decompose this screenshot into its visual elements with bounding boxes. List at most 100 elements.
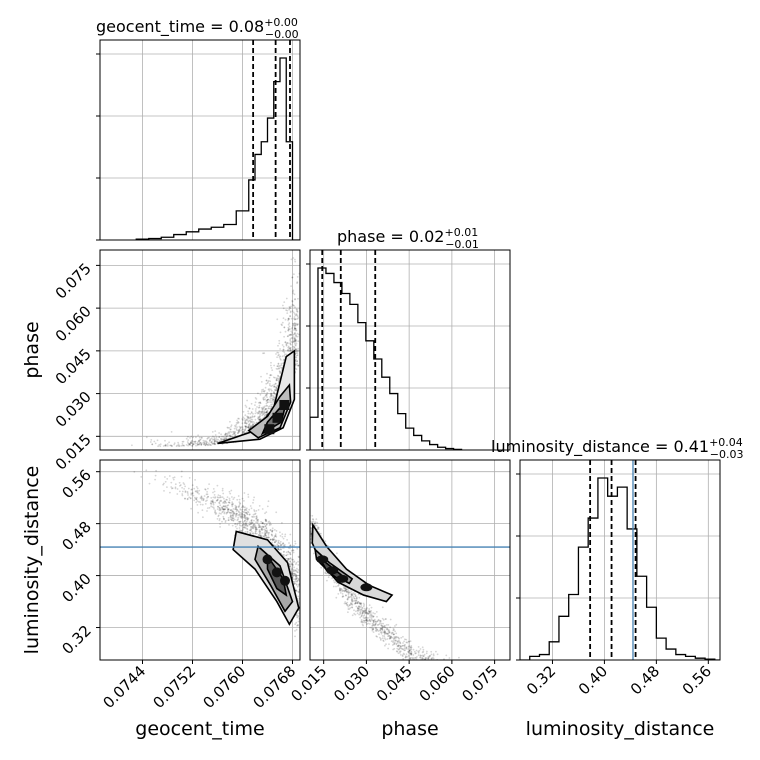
scatter-point — [238, 521, 241, 524]
scatter-point — [243, 500, 245, 502]
scatter-point — [191, 488, 193, 491]
scatter-point — [425, 652, 428, 655]
scatter-point — [391, 631, 394, 634]
scatter-point — [401, 644, 404, 647]
scatter-point — [365, 619, 367, 621]
scatter-point — [244, 404, 247, 407]
scatter-point — [285, 343, 288, 346]
scatter-point — [261, 410, 264, 413]
scatter-point — [166, 478, 169, 480]
scatter-point — [246, 513, 249, 516]
scatter-point — [290, 333, 292, 336]
scatter-point — [462, 674, 464, 676]
scatter-point — [402, 658, 405, 660]
scatter-point — [374, 620, 377, 623]
scatter-point — [460, 682, 462, 684]
histogram-geocent_time — [135, 40, 300, 240]
scatter-point — [243, 516, 246, 519]
scatter-point — [492, 692, 494, 694]
scatter-point — [210, 502, 213, 504]
scatter-point — [292, 561, 295, 563]
scatter-point — [209, 438, 212, 440]
scatter-point — [272, 394, 274, 397]
scatter-point — [432, 657, 435, 660]
scatter-point — [244, 425, 246, 428]
scatter-point — [366, 611, 368, 614]
scatter-point — [288, 308, 291, 311]
scatter-point — [435, 650, 437, 653]
scatter-point — [310, 522, 313, 525]
scatter-point — [227, 508, 230, 511]
scatter-point — [243, 431, 246, 433]
scatter-point — [291, 571, 294, 574]
scatter-point — [351, 603, 354, 606]
scatter-point — [187, 494, 189, 496]
scatter-point — [290, 572, 293, 574]
scatter-point — [392, 629, 395, 632]
scatter-point — [296, 315, 299, 318]
scatter-point — [400, 636, 403, 639]
scatter-point — [238, 514, 240, 516]
scatter-point — [407, 650, 410, 653]
scatter-point — [266, 505, 269, 508]
scatter-point — [272, 398, 275, 400]
scatter-point — [164, 439, 166, 442]
scatter-point — [361, 623, 364, 626]
scatter-point — [291, 558, 293, 561]
scatter-point — [367, 617, 369, 619]
scatter-point — [245, 523, 248, 526]
scatter-point — [254, 513, 256, 516]
scatter-point — [256, 528, 258, 531]
scatter-point — [395, 643, 398, 646]
scatter-point — [249, 505, 252, 507]
scatter-point — [260, 520, 262, 523]
scatter-point — [293, 566, 295, 569]
scatter-point — [421, 646, 424, 649]
scatter-point — [231, 505, 234, 508]
scatter-point — [244, 527, 246, 529]
scatter-point — [223, 438, 226, 440]
scatter-point — [222, 517, 225, 520]
scatter-point — [420, 671, 422, 673]
scatter-point — [230, 424, 233, 427]
x-tick-label: 0.045 — [373, 662, 416, 705]
scatter-point — [296, 624, 298, 627]
scatter-point — [216, 518, 219, 520]
scatter-point — [154, 478, 157, 481]
scatter-point — [292, 290, 294, 293]
scatter-point — [258, 416, 261, 418]
scatter-point — [258, 505, 261, 507]
scatter-point — [194, 442, 197, 445]
scatter-point — [365, 616, 367, 618]
scatter-point — [345, 594, 347, 597]
scatter-point — [248, 523, 251, 526]
scatter-point — [263, 532, 266, 534]
scatter-point — [298, 556, 300, 559]
scatter-point — [192, 443, 195, 446]
scatter-point — [218, 508, 221, 511]
scatter-point — [453, 663, 455, 665]
scatter-point — [384, 631, 387, 634]
scatter-point — [164, 476, 166, 478]
scatter-point — [245, 509, 248, 512]
scatter-point — [272, 391, 275, 394]
scatter-point — [236, 509, 239, 512]
scatter-point — [379, 631, 382, 633]
scatter-point — [434, 667, 436, 669]
scatter-point — [290, 573, 293, 575]
scatter-point — [430, 664, 432, 666]
scatter-point — [286, 309, 289, 312]
scatter-point — [239, 503, 241, 505]
scatter-point — [271, 403, 274, 405]
scatter-point — [233, 433, 235, 435]
scatter-point — [240, 515, 243, 518]
scatter-point — [423, 665, 425, 667]
scatter-point — [290, 570, 293, 573]
scatter-point — [291, 276, 294, 279]
scatter-point — [270, 385, 273, 388]
scatter-point — [229, 428, 232, 431]
scatter-point — [265, 411, 267, 414]
scatter-point — [380, 624, 382, 627]
scatter-point — [289, 349, 292, 351]
scatter-point — [289, 566, 292, 568]
